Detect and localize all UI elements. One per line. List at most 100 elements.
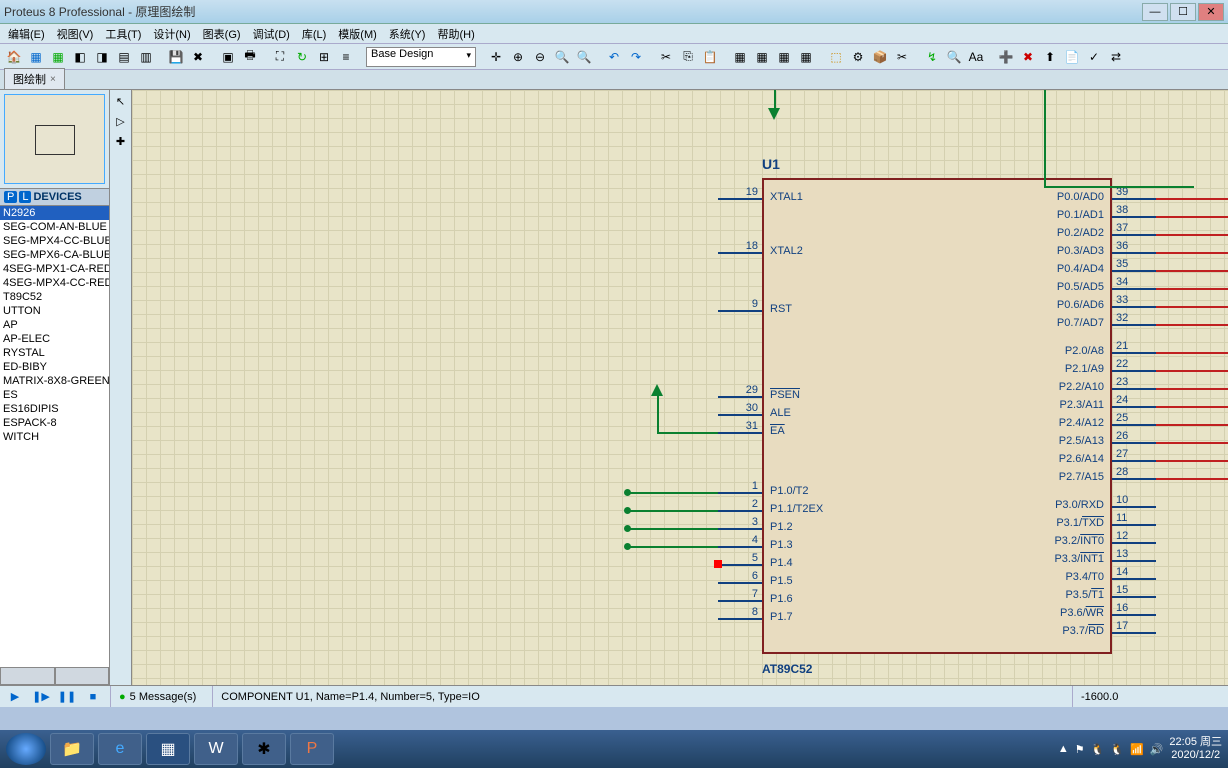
play-button[interactable]: ▶ bbox=[6, 689, 24, 705]
messages-status[interactable]: ● 5 Message(s) bbox=[110, 686, 204, 707]
3d-icon[interactable]: ◧ bbox=[70, 47, 90, 67]
zoom-fit-icon[interactable]: 🔍 bbox=[552, 47, 572, 67]
redo-icon[interactable]: ↷ bbox=[626, 47, 646, 67]
p-icon[interactable]: P bbox=[4, 191, 17, 203]
device-item[interactable]: AP bbox=[0, 318, 109, 332]
menu-item[interactable]: 视图(V) bbox=[51, 24, 100, 44]
canvas[interactable]: U1AT89C5219XTAL118XTAL29RST29PSEN30ALE31… bbox=[132, 90, 1228, 685]
block-move-icon[interactable]: ▦ bbox=[752, 47, 772, 67]
component-mode-icon[interactable]: ▷ bbox=[112, 112, 130, 130]
search-icon[interactable]: 🔍 bbox=[944, 47, 964, 67]
bom-gen-icon[interactable]: 📄 bbox=[1062, 47, 1082, 67]
menu-item[interactable]: 模版(M) bbox=[332, 24, 383, 44]
tray-net-icon[interactable]: 📶 bbox=[1130, 743, 1144, 756]
device-item[interactable]: T89C52 bbox=[0, 290, 109, 304]
task-app1[interactable]: ✱ bbox=[242, 733, 286, 765]
device-item[interactable]: SEG-COM-AN-BLUE bbox=[0, 220, 109, 234]
erc-icon[interactable]: ✓ bbox=[1084, 47, 1104, 67]
print-area-icon[interactable]: ▣ bbox=[218, 47, 238, 67]
task-ppt[interactable]: P bbox=[290, 733, 334, 765]
menu-item[interactable]: 调试(D) bbox=[247, 24, 296, 44]
device-item[interactable]: ESPACK-8 bbox=[0, 416, 109, 430]
schematic-icon[interactable]: ▦ bbox=[26, 47, 46, 67]
tray-qq1-icon[interactable]: 🐧 bbox=[1091, 743, 1105, 756]
tray-flag-icon[interactable]: ⚑ bbox=[1075, 743, 1085, 756]
exit-sheet-icon[interactable]: ⬆ bbox=[1040, 47, 1060, 67]
device-list[interactable]: N2926SEG-COM-AN-BLUESEG-MPX4-CC-BLUESEG-… bbox=[0, 206, 109, 667]
pcb-icon[interactable]: ▦ bbox=[48, 47, 68, 67]
clock[interactable]: 22:05 周三 2020/12/2 bbox=[1169, 736, 1222, 762]
menu-item[interactable]: 帮助(H) bbox=[431, 24, 480, 44]
menu-item[interactable]: 图表(G) bbox=[197, 24, 247, 44]
layers-icon[interactable]: ≡ bbox=[336, 47, 356, 67]
task-explorer[interactable]: 📁 bbox=[50, 733, 94, 765]
l-icon[interactable]: L bbox=[19, 191, 31, 203]
select-mode-icon[interactable]: ↖ bbox=[112, 92, 130, 110]
device-item[interactable]: N2926 bbox=[0, 206, 109, 220]
task-ie[interactable]: e bbox=[98, 733, 142, 765]
zoom-out-icon[interactable]: ⊖ bbox=[530, 47, 550, 67]
package-icon[interactable]: 📦 bbox=[870, 47, 890, 67]
center-icon[interactable]: ✛ bbox=[486, 47, 506, 67]
task-word[interactable]: W bbox=[194, 733, 238, 765]
tab-close-icon[interactable]: × bbox=[50, 74, 56, 85]
pick-icon[interactable]: ⬚ bbox=[826, 47, 846, 67]
wire-autoroute-icon[interactable]: ↯ bbox=[922, 47, 942, 67]
design-combo[interactable]: Base Design bbox=[366, 47, 476, 67]
print-icon[interactable]: 🖶 bbox=[240, 47, 260, 67]
block-copy-icon[interactable]: ▦ bbox=[730, 47, 750, 67]
bom-icon[interactable]: ▤ bbox=[114, 47, 134, 67]
task-proteus[interactable]: ▦ bbox=[146, 733, 190, 765]
menu-item[interactable]: 编辑(E) bbox=[2, 24, 51, 44]
refresh-icon[interactable]: ↻ bbox=[292, 47, 312, 67]
device-item[interactable]: ED-BIBY bbox=[0, 360, 109, 374]
device-item[interactable]: SEG-MPX4-CC-BLUE bbox=[0, 234, 109, 248]
paste-icon[interactable]: 📋 bbox=[700, 47, 720, 67]
device-item[interactable]: 4SEG-MPX4-CC-RED bbox=[0, 276, 109, 290]
device-item[interactable]: 4SEG-MPX1-CA-RED bbox=[0, 262, 109, 276]
device-item[interactable]: MATRIX-8X8-GREEN bbox=[0, 374, 109, 388]
device-item[interactable]: UTTON bbox=[0, 304, 109, 318]
copy-icon[interactable]: ⎘ bbox=[678, 47, 698, 67]
device-item[interactable]: ES16DIPIS bbox=[0, 402, 109, 416]
device-item[interactable]: SEG-MPX6-CA-BLUE bbox=[0, 248, 109, 262]
sidebar-scrollbar[interactable] bbox=[0, 667, 109, 685]
menu-item[interactable]: 库(L) bbox=[296, 24, 332, 44]
block-rotate-icon[interactable]: ▦ bbox=[774, 47, 794, 67]
tray-qq2-icon[interactable]: 🐧 bbox=[1110, 743, 1124, 756]
zoom-in-icon[interactable]: ⊕ bbox=[508, 47, 528, 67]
decompose-icon[interactable]: ✂ bbox=[892, 47, 912, 67]
device-item[interactable]: RYSTAL bbox=[0, 346, 109, 360]
maximize-button[interactable]: ☐ bbox=[1170, 3, 1196, 21]
home-icon[interactable]: 🏠 bbox=[4, 47, 24, 67]
grid-icon[interactable]: ⊞ bbox=[314, 47, 334, 67]
close-button[interactable]: ✕ bbox=[1198, 3, 1224, 21]
start-button[interactable] bbox=[6, 733, 46, 765]
tab-schematic[interactable]: 图绘制 × bbox=[4, 68, 65, 89]
device-item[interactable]: ES bbox=[0, 388, 109, 402]
netlist-icon[interactable]: ⇄ bbox=[1106, 47, 1126, 67]
code-icon[interactable]: ▥ bbox=[136, 47, 156, 67]
close-doc-icon[interactable]: ✖ bbox=[188, 47, 208, 67]
tray-arrow-icon[interactable]: ▲ bbox=[1058, 743, 1069, 755]
property-icon[interactable]: Aa bbox=[966, 47, 986, 67]
junction-mode-icon[interactable]: ✚ bbox=[112, 132, 130, 150]
make-device-icon[interactable]: ⚙ bbox=[848, 47, 868, 67]
undo-icon[interactable]: ↶ bbox=[604, 47, 624, 67]
system-tray[interactable]: ▲ ⚑ 🐧 🐧 📶 🔊 22:05 周三 2020/12/2 bbox=[1058, 736, 1222, 762]
zoom-area-icon[interactable]: 🔍 bbox=[574, 47, 594, 67]
menu-item[interactable]: 系统(Y) bbox=[383, 24, 432, 44]
menu-item[interactable]: 设计(N) bbox=[147, 24, 196, 44]
menu-item[interactable]: 工具(T) bbox=[99, 24, 147, 44]
zoom-region-icon[interactable]: ⛶ bbox=[270, 47, 290, 67]
block-delete-icon[interactable]: ▦ bbox=[796, 47, 816, 67]
del-sheet-icon[interactable]: ✖ bbox=[1018, 47, 1038, 67]
save-icon[interactable]: 💾 bbox=[166, 47, 186, 67]
cut-icon[interactable]: ✂ bbox=[656, 47, 676, 67]
tray-vol-icon[interactable]: 🔊 bbox=[1150, 743, 1164, 756]
stop-button[interactable]: ■ bbox=[84, 689, 102, 705]
new-sheet-icon[interactable]: ➕ bbox=[996, 47, 1016, 67]
minimize-button[interactable]: — bbox=[1142, 3, 1168, 21]
device-item[interactable]: AP-ELEC bbox=[0, 332, 109, 346]
pause-button[interactable]: ❚❚ bbox=[58, 689, 76, 705]
